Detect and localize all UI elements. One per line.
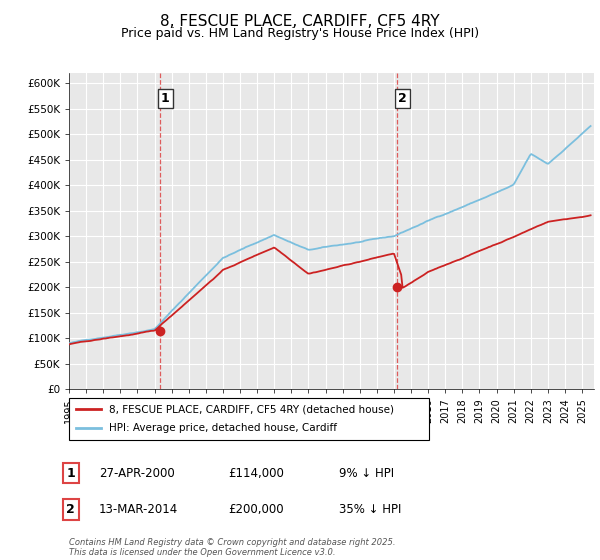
Text: 2: 2 (67, 503, 75, 516)
Text: 13-MAR-2014: 13-MAR-2014 (99, 503, 178, 516)
Text: Contains HM Land Registry data © Crown copyright and database right 2025.
This d: Contains HM Land Registry data © Crown c… (69, 538, 395, 557)
Text: 35% ↓ HPI: 35% ↓ HPI (339, 503, 401, 516)
Text: £114,000: £114,000 (228, 466, 284, 480)
Text: 27-APR-2000: 27-APR-2000 (99, 466, 175, 480)
Text: HPI: Average price, detached house, Cardiff: HPI: Average price, detached house, Card… (109, 423, 337, 433)
Text: 8, FESCUE PLACE, CARDIFF, CF5 4RY (detached house): 8, FESCUE PLACE, CARDIFF, CF5 4RY (detac… (109, 404, 394, 414)
Text: £200,000: £200,000 (228, 503, 284, 516)
Text: 9% ↓ HPI: 9% ↓ HPI (339, 466, 394, 480)
Text: 1: 1 (161, 92, 169, 105)
Text: 1: 1 (67, 466, 75, 480)
Text: 2: 2 (398, 92, 407, 105)
Text: Price paid vs. HM Land Registry's House Price Index (HPI): Price paid vs. HM Land Registry's House … (121, 27, 479, 40)
FancyBboxPatch shape (69, 398, 429, 440)
Text: 8, FESCUE PLACE, CARDIFF, CF5 4RY: 8, FESCUE PLACE, CARDIFF, CF5 4RY (160, 14, 440, 29)
